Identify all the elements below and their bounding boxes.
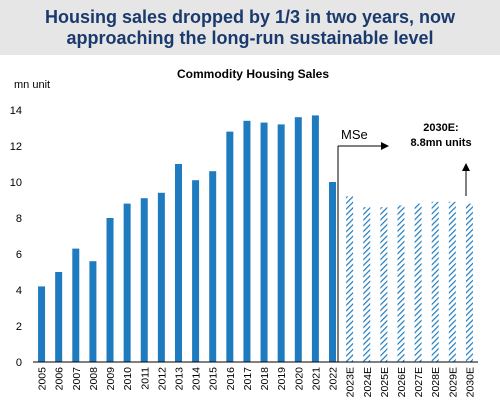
y-tick-label: 4 [16,285,22,297]
x-tick-label: 2023E [345,367,357,397]
bar [192,180,200,362]
forecast-bar [397,205,405,362]
x-tick-label: 2015 [208,367,220,391]
x-tick-label: 2018 [259,367,271,391]
bar [38,286,46,362]
x-tick-label: 2013 [173,367,185,391]
forecast-bar [380,207,388,362]
headline: Housing sales dropped by 1/3 in two year… [0,7,500,49]
y-tick-label: 0 [16,357,22,369]
target-annotation-line-2: 8.8mn units [410,137,471,149]
x-tick-label: 2011 [139,367,151,390]
y-axis-ticks: 0 2 4 6 8 10 12 14 [10,105,22,369]
bar [209,171,217,362]
bar [260,122,268,362]
x-tick-label: 2007 [71,367,83,391]
x-tick-label: 2005 [37,367,49,391]
x-tick-label: 2022 [328,367,340,391]
bar [140,198,148,362]
x-tick-label: 2010 [122,367,134,391]
bar [55,272,63,362]
x-tick-label: 2028E [430,367,442,397]
x-tick-label: 2024E [362,367,374,397]
x-tick-label: 2029E [447,367,459,397]
y-tick-label: 8 [16,213,22,225]
bar [226,131,234,362]
x-tick-label: 2006 [54,367,66,391]
bar [311,115,319,363]
bar [106,218,114,362]
x-tick-label: 2012 [156,367,168,391]
bar [277,124,285,363]
forecast-bar [431,201,439,362]
x-tick-label: 2014 [191,367,203,391]
y-tick-label: 6 [16,249,22,261]
bar [89,261,97,362]
x-tick-label: 2020 [293,367,305,391]
forecast-bar [448,201,456,362]
x-tick-label: 2025E [379,367,391,397]
bar [294,117,302,362]
x-tick-label: 2017 [242,367,254,391]
bar [243,120,251,362]
y-tick-label: 12 [10,141,22,153]
headline-band [0,0,500,55]
chart-title: Commodity Housing Sales [177,67,329,81]
forecast-bar [346,196,354,362]
bars [38,115,473,363]
y-tick-label: 10 [10,177,22,189]
x-tick-label: 2026E [396,367,408,397]
target-annotation-line-1: 2030E: [423,122,458,134]
x-tick-label: 2008 [88,367,100,391]
headline-line-2: approaching the long-run sustainable lev… [66,28,434,48]
forecast-label: MSe [341,127,368,142]
bar [329,182,337,362]
x-tick-label: 2009 [105,367,117,391]
x-tick-label: 2021 [310,367,322,391]
forecast-bar [465,203,473,362]
bar [72,248,80,362]
x-axis-ticks: 2005 2006 2007 2008 2009 2010 2011 2012 2013 2014… [37,367,477,398]
forecast-bar [414,203,422,362]
y-tick-label: 14 [10,105,22,117]
bar [157,192,165,362]
y-axis-unit-label: mn unit [14,79,50,91]
x-tick-label: 2030E [464,367,476,397]
bar [174,164,182,362]
x-tick-label: 2016 [225,367,237,391]
x-tick-label: 2019 [276,367,288,391]
y-tick-label: 2 [16,321,22,333]
bar [123,203,131,362]
headline-line-1: Housing sales dropped by 1/3 in two year… [44,7,456,27]
x-tick-label: 2027E [413,367,425,397]
forecast-bar [363,207,371,362]
